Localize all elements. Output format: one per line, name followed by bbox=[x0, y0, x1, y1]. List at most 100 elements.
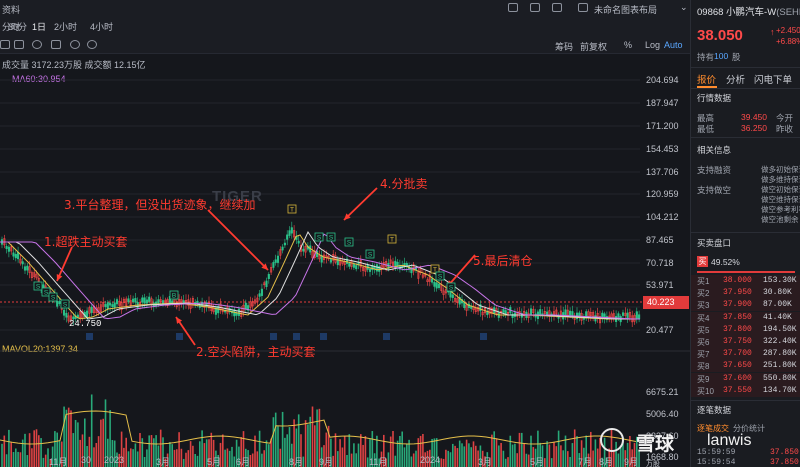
quote-section-title: 行情数据 bbox=[697, 93, 732, 103]
sell-marker[interactable]: S bbox=[41, 287, 51, 297]
event-marker[interactable] bbox=[480, 333, 487, 340]
candle-body bbox=[456, 298, 459, 303]
grid-icon[interactable] bbox=[530, 3, 540, 12]
current-price-tag: 40.223 bbox=[643, 296, 689, 309]
toggle-log[interactable]: Log bbox=[645, 40, 661, 50]
sell-marker[interactable]: S bbox=[446, 282, 456, 292]
margin-support-label: 支持融资 bbox=[697, 165, 732, 175]
candle-body bbox=[30, 272, 33, 279]
low-value: 36.250 bbox=[741, 123, 767, 133]
chevron-down-icon[interactable]: ⌄ bbox=[680, 2, 688, 12]
candle-body bbox=[435, 282, 438, 289]
event-marker[interactable] bbox=[176, 333, 183, 340]
toggle-auto[interactable]: Auto bbox=[664, 40, 683, 50]
tab-price-stats[interactable]: 分价统计 bbox=[733, 424, 765, 433]
volume-bar bbox=[159, 429, 162, 467]
event-marker[interactable] bbox=[270, 333, 277, 340]
candle-body bbox=[527, 313, 530, 318]
sell-marker[interactable]: S bbox=[435, 271, 445, 281]
orderbook-row[interactable]: 买5 37.800 194.50K bbox=[691, 323, 800, 336]
target-marker[interactable]: T bbox=[387, 234, 397, 244]
time-tick: 11月 bbox=[369, 457, 388, 467]
orderbook-price: 37.850 bbox=[723, 312, 752, 322]
event-marker[interactable] bbox=[320, 333, 327, 340]
orderbook-row[interactable]: 买7 37.700 287.80K bbox=[691, 348, 800, 361]
candle-body bbox=[364, 267, 367, 272]
orderbook-row[interactable]: 买2 37.950 30.80K bbox=[691, 287, 800, 300]
compare-icon[interactable] bbox=[51, 40, 61, 49]
candle-body bbox=[120, 302, 123, 310]
chart-pane[interactable]: 资料 未命名图表布局 ⌄ 分时 30分 1日 2小时 4小时 筹码 前复权 % … bbox=[0, 0, 690, 467]
period-2hour[interactable]: 2小时 bbox=[54, 22, 78, 32]
tab-analysis[interactable]: 分析 bbox=[726, 75, 746, 86]
volume-bar bbox=[389, 436, 392, 467]
event-marker[interactable] bbox=[293, 333, 300, 340]
toggle-percent[interactable]: % bbox=[624, 40, 633, 50]
event-marker[interactable] bbox=[86, 333, 93, 340]
volume-bar bbox=[576, 436, 578, 467]
volume-bar bbox=[113, 440, 116, 467]
svg-text:S: S bbox=[368, 252, 373, 259]
volume-bar bbox=[224, 449, 226, 467]
volume-bar bbox=[166, 453, 169, 467]
volume-bar bbox=[8, 429, 10, 467]
volume-bar bbox=[615, 441, 617, 467]
volume-bar bbox=[590, 431, 592, 467]
magnet-icon[interactable] bbox=[70, 40, 80, 49]
event-marker[interactable] bbox=[383, 333, 390, 340]
candle-body bbox=[178, 299, 181, 306]
volume-bar bbox=[337, 451, 339, 467]
clock-icon[interactable] bbox=[87, 40, 97, 49]
orderbook-row[interactable]: 买9 37.600 550.80K bbox=[691, 372, 800, 385]
sell-marker[interactable]: S bbox=[60, 299, 70, 309]
volume-info: 成交量 3172.23万股 成交额 12.15亿 bbox=[2, 60, 146, 70]
sell-marker[interactable]: S bbox=[365, 249, 375, 259]
period-intraday[interactable]: 分时 bbox=[2, 22, 21, 32]
orderbook-row[interactable]: 买1 38.000 153.30K bbox=[691, 275, 800, 287]
orderbook-row[interactable]: 买6 37.750 322.40K bbox=[691, 336, 800, 348]
volume-bar bbox=[164, 458, 167, 467]
volume-bar bbox=[281, 411, 284, 467]
candle-icon[interactable] bbox=[14, 40, 24, 49]
annotation-2: 2.空头陷阱，主动买套 bbox=[196, 345, 316, 359]
volume-bar bbox=[341, 447, 344, 467]
tab-quick-order[interactable]: 闪电下单 bbox=[754, 75, 793, 86]
orderbook-row[interactable]: 买8 37.650 251.80K bbox=[691, 360, 800, 373]
volume-bar bbox=[12, 452, 15, 467]
eye-icon[interactable] bbox=[32, 40, 42, 49]
tab-tick-trades[interactable]: 逐笔成交 bbox=[697, 424, 729, 433]
orderbook-row[interactable]: 买4 37.850 41.40K bbox=[691, 311, 800, 324]
sell-marker[interactable]: S bbox=[33, 281, 43, 291]
period-30min[interactable]: 30分 bbox=[8, 22, 28, 32]
sell-marker[interactable]: S bbox=[344, 237, 354, 247]
toggle-adjust[interactable]: 前复权 bbox=[580, 42, 608, 52]
indicator-icon[interactable] bbox=[0, 40, 10, 49]
orderbook-row[interactable]: 买3 37.900 87.00K bbox=[691, 299, 800, 312]
candle-body bbox=[375, 264, 378, 272]
period-4hour[interactable]: 4小时 bbox=[90, 22, 114, 32]
sell-marker[interactable]: S bbox=[314, 232, 324, 242]
layout-icon[interactable] bbox=[578, 3, 588, 12]
orderbook-price: 37.750 bbox=[723, 337, 752, 346]
volume-bar bbox=[210, 432, 213, 467]
sell-marker[interactable]: S bbox=[326, 232, 336, 242]
target-marker[interactable]: T bbox=[430, 264, 440, 274]
fullscreen-icon[interactable] bbox=[552, 3, 562, 12]
period-1day[interactable]: 1日 bbox=[32, 22, 47, 32]
buy-marker[interactable]: B bbox=[169, 290, 179, 300]
target-marker[interactable]: T bbox=[287, 204, 297, 214]
volume-bar bbox=[380, 451, 383, 467]
orderbook-row[interactable]: 买10 37.550 134.70K bbox=[691, 384, 800, 397]
screenshot-icon[interactable] bbox=[508, 3, 518, 12]
tab-quote[interactable]: 报价 bbox=[697, 75, 717, 86]
candle-body bbox=[339, 259, 342, 266]
volume-bar bbox=[440, 458, 443, 467]
volume-bar bbox=[431, 438, 433, 467]
candle-body bbox=[106, 302, 109, 310]
layout-menu[interactable]: 未命名图表布局 bbox=[594, 5, 658, 15]
sell-marker[interactable]: S bbox=[48, 292, 58, 302]
toggle-chips[interactable]: 筹码 bbox=[555, 42, 574, 52]
candle-body bbox=[274, 259, 277, 263]
related-item: 做空参考利率 bbox=[761, 205, 800, 214]
